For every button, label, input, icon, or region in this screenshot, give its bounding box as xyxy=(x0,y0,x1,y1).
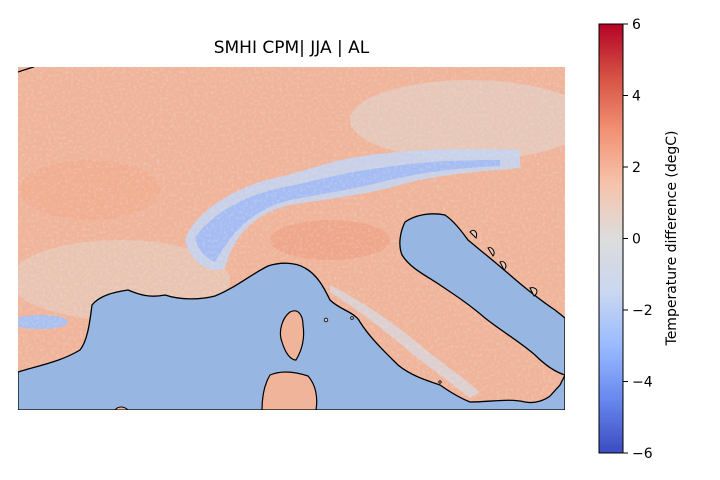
colorbar-tick-label: −4 xyxy=(632,375,653,391)
colorbar-tick-label: 4 xyxy=(632,89,641,105)
colorbar-tick-label: −6 xyxy=(632,446,653,462)
small-island xyxy=(350,316,354,320)
colorbar-tick-label: 0 xyxy=(632,232,641,248)
croatian-island xyxy=(487,247,495,257)
elba-island xyxy=(323,317,329,323)
balearic-island xyxy=(114,406,129,410)
map-area xyxy=(18,67,565,410)
sardinia-island xyxy=(261,371,318,410)
colorbar-tick-label: 6 xyxy=(632,17,641,33)
colorbar-gradient xyxy=(598,23,624,454)
small-island xyxy=(438,380,442,384)
croatian-island xyxy=(469,229,477,239)
map-title: SMHI CPM| JJA | AL xyxy=(213,38,370,58)
corsica-island xyxy=(279,310,305,361)
coastline-fragment xyxy=(18,67,35,73)
colorbar-tick-label: 2 xyxy=(632,160,641,176)
croatian-island xyxy=(529,287,538,297)
colorbar-ticks: 6 4 2 0 −2 −4 −6 xyxy=(623,17,653,462)
croatian-island xyxy=(499,261,507,271)
colorbar-label: Temperature difference (degC) xyxy=(664,131,680,347)
adriatic-sea xyxy=(399,213,565,376)
colorbar-tick-label: −2 xyxy=(632,303,653,319)
